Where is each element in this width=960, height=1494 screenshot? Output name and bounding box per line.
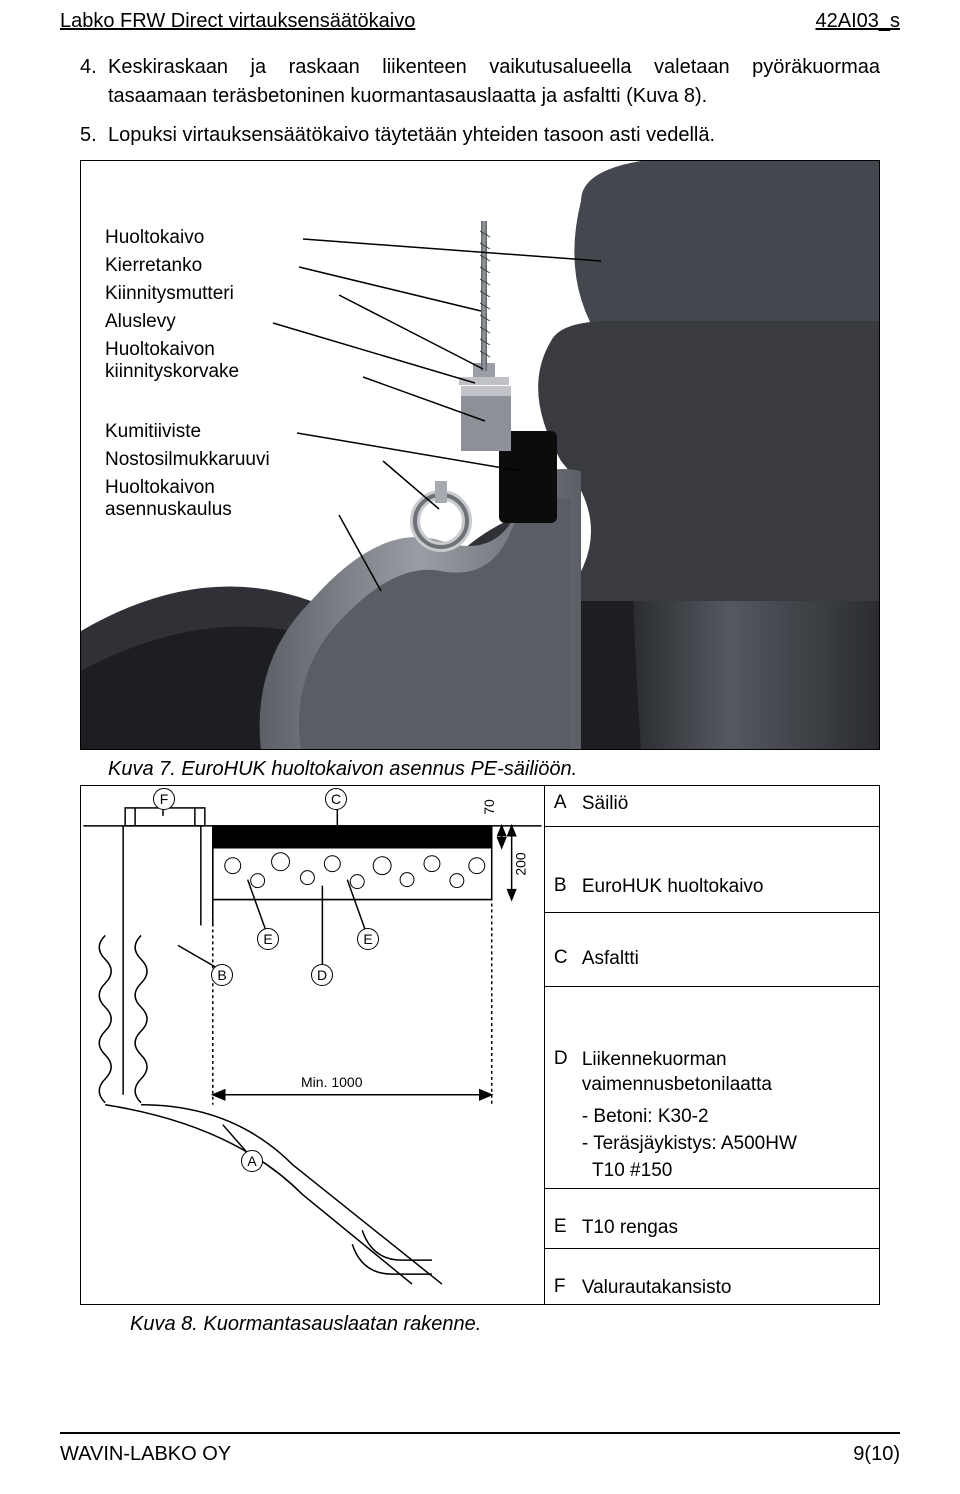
legend-c: C Asfaltti <box>554 947 861 972</box>
page-content: 4. Keskiraskaan ja raskaan liikenteen va… <box>0 35 960 1336</box>
legend-d-sub2: - Teräsjäykistys: A500HW <box>582 1132 861 1157</box>
fig7-label-nostosilmukkaruuvi: Nostosilmukkaruuvi <box>105 449 270 471</box>
fig7-label-huoltokaivon2: Huoltokaivon <box>105 477 215 499</box>
legend-b-key: B <box>554 875 582 900</box>
para5-text: Lopuksi virtauksensäätökaivo täytetään y… <box>108 121 880 150</box>
legend-divider-2 <box>544 912 879 913</box>
legend-e-key: E <box>554 1216 582 1241</box>
fig8-circle-c: C <box>325 788 347 810</box>
legend-d: D Liikennekuorman vaimennusbetonilaatta <box>554 1048 861 1097</box>
legend-a: A Säiliö <box>554 792 861 817</box>
legend-a-key: A <box>554 792 582 817</box>
fig7-label-huoltokaivo: Huoltokaivo <box>105 227 204 249</box>
fig7-label-aluslevy: Aluslevy <box>105 311 176 333</box>
legend-d-key: D <box>554 1048 582 1097</box>
paragraph-4: 4. Keskiraskaan ja raskaan liikenteen va… <box>80 53 880 111</box>
legend-divider-4 <box>544 1188 879 1189</box>
fig7-label-huoltokaivon1: Huoltokaivon <box>105 339 215 361</box>
legend-divider-5 <box>544 1248 879 1249</box>
fig8-dim-200: 200 <box>513 852 529 875</box>
figure-8-drawing: F C E E B D A Min. 1000 70 200 <box>81 786 544 1304</box>
header-title: Labko FRW Direct virtauksensäätökaivo <box>60 10 415 33</box>
legend-f-key: F <box>554 1276 582 1301</box>
legend-c-key: C <box>554 947 582 972</box>
legend-e: E T10 rengas <box>554 1216 861 1241</box>
legend-f-val: Valurautakansisto <box>582 1276 861 1301</box>
figure-8: F C E E B D A Min. 1000 70 200 A Säiliö … <box>80 785 880 1305</box>
para4-text: Keskiraskaan ja raskaan liikenteen vaiku… <box>108 53 880 111</box>
legend-e-val: T10 rengas <box>582 1216 861 1241</box>
legend-b: B EuroHUK huoltokaivo <box>554 875 861 900</box>
legend-divider-v <box>544 786 545 1304</box>
legend-a-val: Säiliö <box>582 792 861 817</box>
legend-d-sub3: T10 #150 <box>582 1159 861 1184</box>
fig7-label-kierretanko: Kierretanko <box>105 255 202 277</box>
figure-7: Huoltokaivo Kierretanko Kiinnitysmutteri… <box>80 160 880 750</box>
legend-d-sub1: - Betoni: K30-2 <box>582 1105 861 1130</box>
figure-8-svg <box>81 786 544 1304</box>
para5-number: 5. <box>80 121 108 150</box>
fig8-dim-70: 70 <box>481 799 497 815</box>
fig7-label-kiinnityskorvake: kiinnityskorvake <box>105 361 239 383</box>
legend-f: F Valurautakansisto <box>554 1276 861 1301</box>
legend-c-val: Asfaltti <box>582 947 861 972</box>
fig7-label-asennuskaulus: asennuskaulus <box>105 499 232 521</box>
legend-divider-1 <box>544 826 879 827</box>
footer-company: WAVIN-LABKO OY <box>60 1443 231 1466</box>
fig8-dim-min: Min. 1000 <box>301 1074 362 1090</box>
footer-rule <box>60 1432 900 1434</box>
fig8-circle-e2: E <box>357 928 379 950</box>
para4-number: 4. <box>80 53 108 111</box>
header-code: 42AI03_s <box>815 10 900 33</box>
paragraph-5: 5. Lopuksi virtauksensäätökaivo täytetää… <box>80 121 880 150</box>
fig8-circle-a: A <box>241 1150 263 1172</box>
figure-8-legend: A Säiliö B EuroHUK huoltokaivo C Asfaltt… <box>544 786 879 1304</box>
fig7-label-kumitiiviste: Kumitiiviste <box>105 421 201 443</box>
figure-7-caption: Kuva 7. EuroHUK huoltokaivon asennus PE-… <box>108 758 880 781</box>
fig7-label-kiinnitysmutteri: Kiinnitysmutteri <box>105 283 234 305</box>
fig8-circle-d: D <box>311 964 333 986</box>
page-footer: WAVIN-LABKO OY 9(10) <box>60 1443 900 1466</box>
legend-divider-3 <box>544 986 879 987</box>
footer-page: 9(10) <box>853 1443 900 1466</box>
figure-8-caption: Kuva 8. Kuormantasauslaatan rakenne. <box>130 1313 880 1336</box>
legend-b-val: EuroHUK huoltokaivo <box>582 875 861 900</box>
fig8-circle-f: F <box>153 788 175 810</box>
fig8-circle-b: B <box>211 964 233 986</box>
legend-d-val: Liikennekuorman vaimennusbetonilaatta <box>582 1048 861 1097</box>
fig8-circle-e1: E <box>257 928 279 950</box>
page-header: Labko FRW Direct virtauksensäätökaivo 42… <box>0 0 960 35</box>
